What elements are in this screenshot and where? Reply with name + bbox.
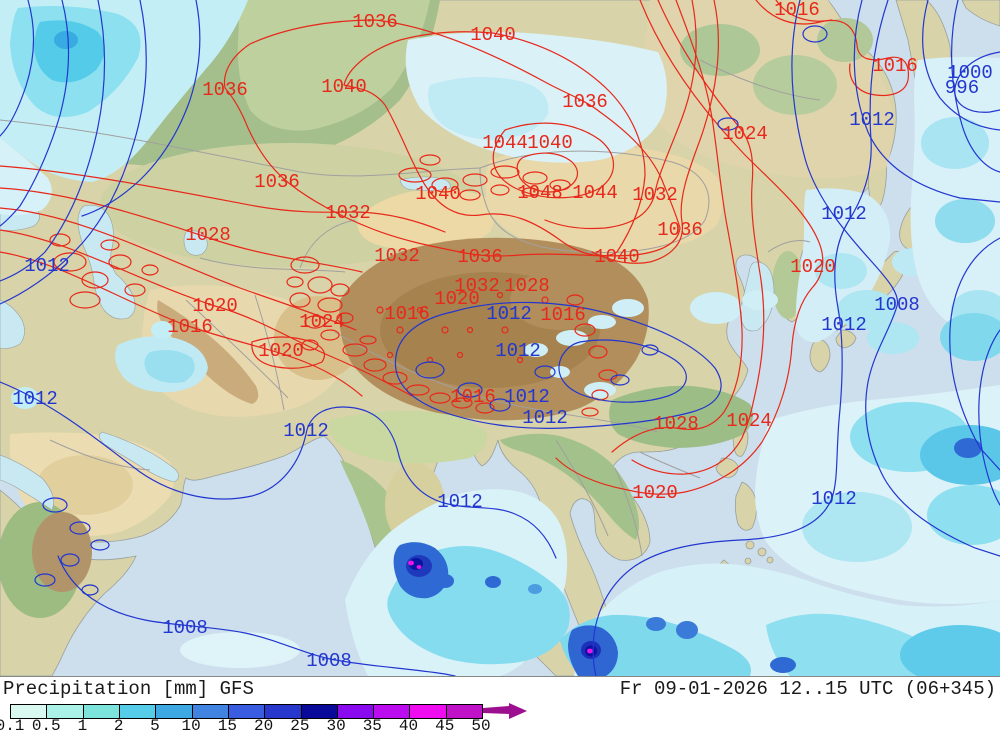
isobar-value-label: 1020 (434, 288, 480, 310)
scale-segment (446, 705, 483, 718)
isobar-value-label: 1024 (722, 123, 768, 145)
isobar-value-label: 1012 (821, 203, 867, 225)
scale-tick-labels: 0.1 0.5 1 2 5 10 15 20 25 30 35 40 45 50 (0, 717, 560, 733)
isobar-value-label: 1020 (790, 256, 836, 278)
isobar-value-label: 1012 (849, 109, 895, 131)
isobar-value-label: 1028 (653, 413, 699, 435)
lakes-layer (0, 176, 775, 511)
isobar-value-label: 1016 (872, 55, 918, 77)
isobar-value-label: 1008 (162, 617, 208, 639)
scale-segment (228, 705, 266, 718)
isobar-value-label: 1040 (527, 132, 573, 154)
isobar-value-label: 1016 (450, 386, 496, 408)
isobar-value-label: 1024 (726, 410, 772, 432)
caspian-sea (77, 204, 136, 320)
scale-segment (83, 705, 120, 718)
aral-sea (183, 230, 208, 256)
scale-tick-label: 30 (326, 717, 346, 733)
mediterranean-edge (0, 299, 25, 349)
isobar-value-label: 1044 (482, 132, 528, 154)
lake-balkhash (399, 176, 451, 191)
isobar-value-label: 1012 (437, 491, 483, 513)
country-borders-layer (0, 59, 821, 557)
isobar-value-label: 1036 (457, 246, 503, 268)
scale-tick-label: 0.1 (0, 717, 25, 733)
scale-tick-label: 10 (181, 717, 201, 733)
scale-tick-label: 40 (398, 717, 419, 733)
isobar-value-label: 1032 (632, 184, 678, 206)
isobar-value-label: 1016 (167, 316, 213, 338)
scale-tick-label: 20 (254, 717, 274, 733)
isobar-value-label: 1016 (384, 303, 430, 325)
isobar-value-label: 1040 (415, 183, 461, 205)
isobar-value-label: 1016 (540, 304, 586, 326)
isobar-value-label: 1048 (517, 182, 563, 204)
isobar-value-label: 1028 (185, 224, 231, 246)
mountain-contour-knots (49, 154, 618, 417)
isobar-value-label: 1036 (202, 79, 248, 101)
isobar-value-label: 1040 (594, 246, 640, 268)
isobar-value-label: 1036 (352, 11, 398, 33)
isobar-value-label: 1012 (811, 488, 857, 510)
isobar-value-label: 1000 (947, 62, 993, 84)
scale-tick-label: 0.5 (31, 717, 61, 733)
scale-segment (11, 705, 48, 718)
isobar-value-label: 1012 (283, 420, 329, 442)
isobar-value-label: 1012 (522, 407, 568, 429)
scale-tick-label: 25 (290, 717, 310, 733)
isobar-value-label: 1012 (12, 388, 58, 410)
isobar-value-label: 1044 (572, 182, 618, 204)
scale-tick-label: 35 (362, 717, 382, 733)
scale-segment (374, 705, 411, 718)
isobar-value-label: 1020 (192, 295, 238, 317)
isobar-value-label: 1008 (874, 294, 920, 316)
isobar-value-label: 1020 (258, 340, 304, 362)
isobar-value-label: 1024 (299, 311, 345, 333)
red-sea (0, 454, 54, 511)
isobar-value-label: 1040 (321, 76, 367, 98)
isobar-value-label: 996 (945, 77, 979, 99)
isobar-value-label: 1012 (486, 303, 532, 325)
isobar-value-label: 1040 (470, 24, 516, 46)
precipitation-scale (10, 704, 483, 719)
isobars-low-layer (0, 0, 1000, 676)
scale-tick-label: 50 (471, 717, 491, 733)
isobar-value-label: 1016 (774, 0, 820, 21)
isobar-value-label: 1012 (495, 340, 541, 362)
isobar-value-label: 1032 (454, 275, 500, 297)
scale-arrow-icon (483, 703, 527, 719)
scale-segment (119, 705, 157, 718)
legend-title: Precipitation [mm] GFS (3, 678, 254, 700)
isobar-value-label: 1036 (562, 91, 608, 113)
scale-tick-label: 1 (77, 717, 88, 733)
scale-tick-label: 15 (217, 717, 237, 733)
isobar-value-label: 1012 (24, 255, 70, 277)
precipitation-layer (0, 0, 1000, 676)
isobar-value-label: 1032 (374, 245, 420, 267)
scale-segment (301, 705, 338, 718)
isobar-value-label: 1032 (325, 202, 371, 224)
isobar-value-label: 1028 (504, 275, 550, 297)
isobar-value-label: 1036 (254, 171, 300, 193)
scale-segment (47, 705, 84, 718)
scale-segment (265, 705, 302, 718)
isobar-value-label: 1012 (821, 314, 867, 336)
scale-segment (192, 705, 229, 718)
isobar-value-label: 1020 (632, 482, 678, 504)
isobar-value-label: 1012 (504, 386, 550, 408)
scale-segment (410, 705, 447, 718)
scale-tick-label: 5 (150, 717, 160, 733)
scale-segment (337, 705, 375, 718)
isobar-value-label: 1036 (657, 219, 703, 241)
scale-tick-label: 45 (435, 717, 455, 733)
scale-segment (156, 705, 193, 718)
isobar-value-label: 1008 (306, 650, 352, 672)
forecast-datetime: Fr 09-01-2026 12..15 UTC (06+345) (619, 678, 996, 700)
weather-map: 1036 1040 1040 1036 1036 1036 1044 1040 1040 1048… (0, 0, 1000, 677)
scale-tick-label: 2 (113, 717, 124, 733)
legend-bar: Precipitation [mm] GFS Fr 09-01-2026 12.… (0, 677, 1000, 733)
